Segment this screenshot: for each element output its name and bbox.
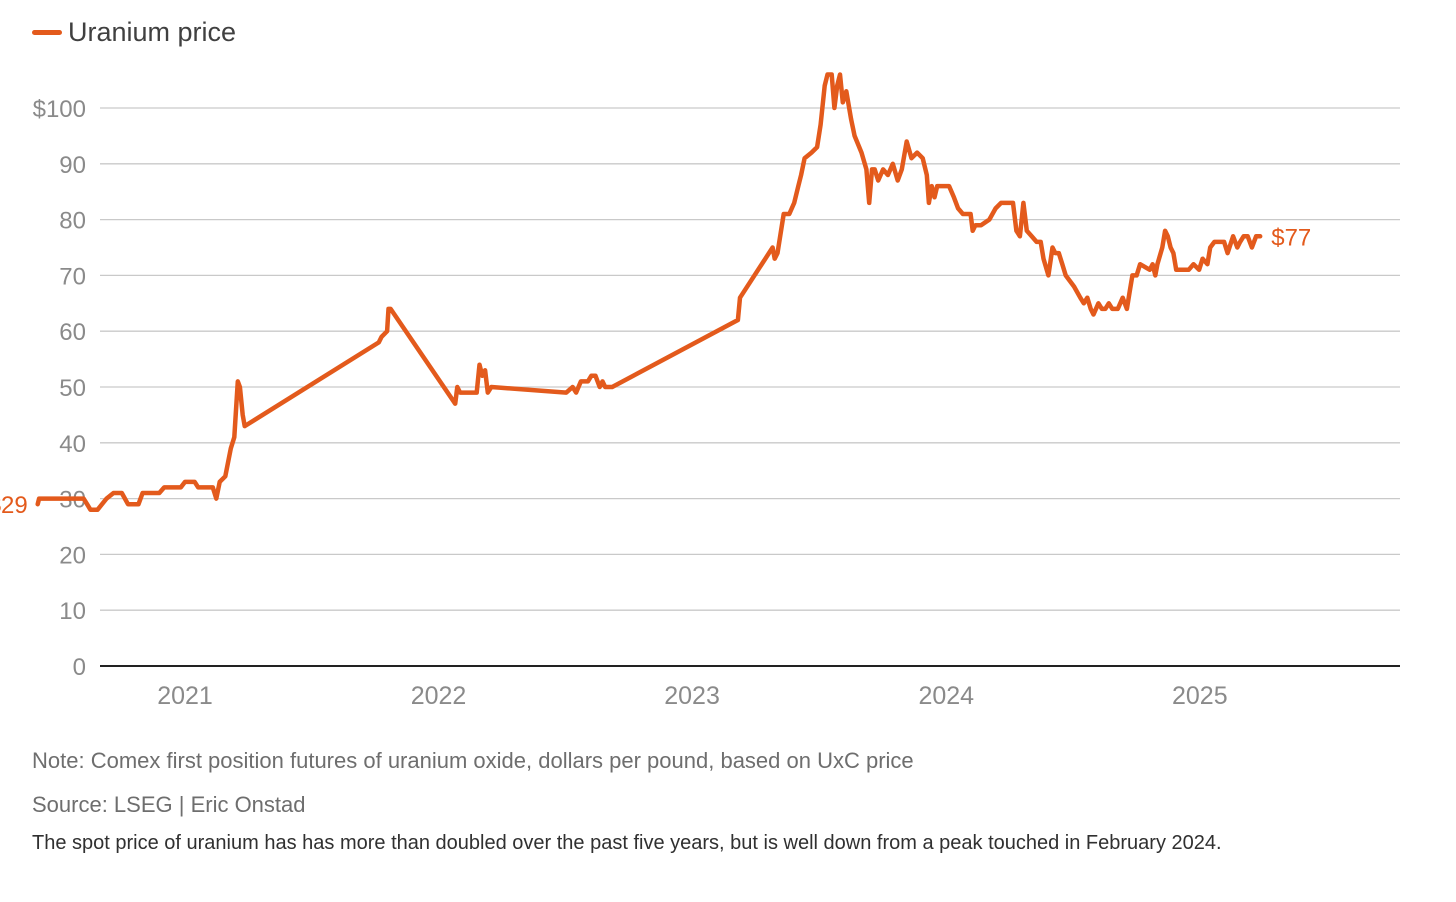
x-tick-label: 2022 xyxy=(411,682,467,710)
chart-note: Note: Comex first position futures of ur… xyxy=(32,748,914,773)
chart-legend: Uranium price xyxy=(32,14,236,50)
y-tick-label: 10 xyxy=(59,598,86,625)
y-tick-label: 70 xyxy=(59,263,86,290)
x-tick-label: 2025 xyxy=(1172,682,1228,710)
x-tick-label: 2021 xyxy=(157,682,213,710)
chart-caption: The spot price of uranium has has more t… xyxy=(32,832,1222,854)
chart-source: Source: LSEG | Eric Onstad xyxy=(32,792,306,817)
y-tick-label: 60 xyxy=(59,319,86,346)
y-tick-label: 40 xyxy=(59,431,86,458)
start-value-label: $29 xyxy=(0,492,28,519)
y-tick-label: 20 xyxy=(59,542,86,569)
legend-label: Uranium price xyxy=(68,16,237,47)
y-tick-label: 90 xyxy=(59,152,86,179)
x-tick-label: 2023 xyxy=(664,682,720,710)
legend-line-swatch xyxy=(32,29,62,35)
end-value-label: $77 xyxy=(1271,224,1311,251)
y-tick-label: 80 xyxy=(59,208,86,235)
x-tick-label: 2024 xyxy=(918,682,974,710)
y-tick-label: 50 xyxy=(59,375,86,402)
y-tick-label: $100 xyxy=(33,96,86,123)
y-tick-label: 0 xyxy=(73,654,86,681)
uranium-price-line xyxy=(35,72,1263,513)
